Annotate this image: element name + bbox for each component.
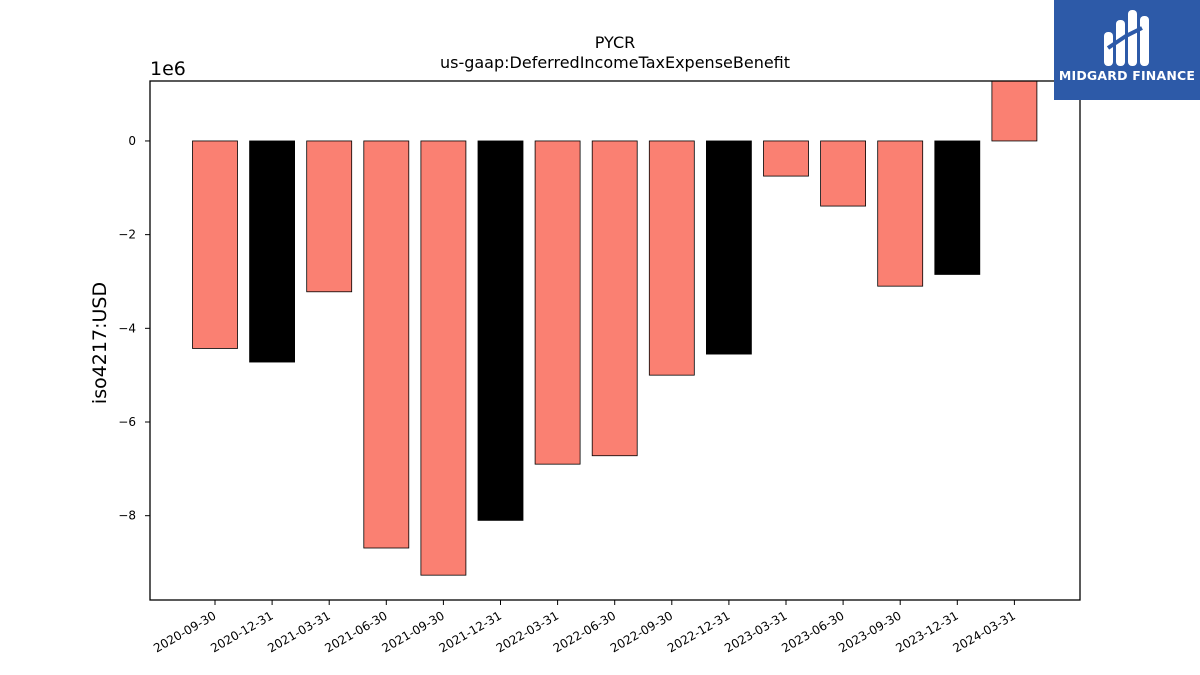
bar-2020-09-30 [192, 140, 238, 349]
bar-2023-03-31 [763, 140, 809, 177]
y-scale-label: 1e6 [150, 58, 186, 80]
bar-2023-12-31 [934, 140, 981, 275]
bar-2021-09-30 [420, 140, 467, 576]
x-tick-label: 2023-06-30 [779, 608, 846, 655]
x-tick-label: 2021-09-30 [379, 608, 446, 655]
bar-2022-09-30 [648, 140, 695, 376]
x-tick-label: 2023-12-31 [893, 608, 960, 655]
x-tick-label: 2021-06-30 [322, 608, 389, 655]
y-tick-label: −8 [118, 509, 136, 523]
bar-2022-12-31 [706, 140, 752, 355]
x-tick-label: 2022-09-30 [608, 608, 675, 655]
x-tick-label: 2022-06-30 [551, 608, 618, 655]
chart-title: PYCR [595, 33, 635, 52]
y-tick-label: −2 [118, 228, 136, 242]
plot-frame [149, 80, 1081, 601]
chart-subtitle: us-gaap:DeferredIncomeTaxExpenseBenefit [440, 53, 790, 72]
bar-2021-06-30 [363, 140, 410, 549]
x-tick-label: 2022-03-31 [494, 608, 561, 655]
y-axis-label: iso4217:USD [89, 282, 111, 404]
bar-2021-12-31 [477, 140, 524, 521]
midgard-logo-icon [1104, 10, 1149, 66]
bar-2022-06-30 [591, 140, 638, 457]
bar-2022-03-31 [534, 140, 581, 465]
x-tick-label: 2023-09-30 [836, 608, 903, 655]
x-tick-label: 2024-03-31 [950, 608, 1017, 655]
x-ticks-group: 2020-09-302020-12-312021-03-312021-06-30… [151, 600, 1018, 655]
bar-2024-03-31 [991, 80, 1038, 142]
y-tick-label: 0 [128, 134, 136, 148]
y-ticks-group: 0 −2 −4 −6 −8 [118, 134, 150, 523]
logo-brand-text: MIDGARD FINANCE [1058, 68, 1196, 83]
bar-2023-06-30 [820, 140, 866, 207]
x-tick-label: 2020-09-30 [151, 608, 218, 655]
bar-2023-09-30 [877, 140, 924, 287]
x-tick-label: 2020-12-31 [208, 608, 275, 655]
bar-2021-03-31 [306, 140, 353, 293]
x-tick-label: 2022-12-31 [665, 608, 732, 655]
bar-2020-12-31 [249, 140, 296, 363]
bars-group [192, 80, 1038, 576]
midgard-finance-logo: MIDGARD FINANCE [1054, 0, 1200, 100]
x-tick-label: 2021-03-31 [265, 608, 332, 655]
x-tick-label: 2023-03-31 [722, 608, 789, 655]
x-tick-label: 2021-12-31 [437, 608, 504, 655]
y-tick-label: −4 [118, 321, 136, 335]
y-tick-label: −6 [118, 415, 136, 429]
